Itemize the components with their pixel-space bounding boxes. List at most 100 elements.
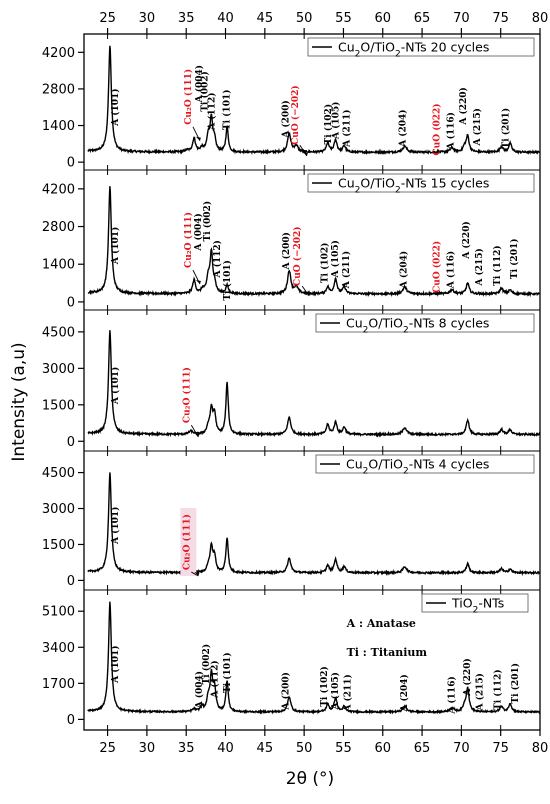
x-tick-label-bottom: 40 — [217, 741, 234, 756]
label-arrowhead — [195, 280, 201, 284]
legend-box — [307, 37, 535, 57]
peak-label: A (101) — [110, 227, 121, 265]
peak-label: Ti (201) — [509, 239, 520, 280]
x-tick-label-top: 50 — [296, 11, 313, 26]
peak-label: A (116) — [446, 676, 457, 714]
label-arrowhead — [194, 433, 200, 437]
label-arrowhead — [195, 136, 201, 141]
legend-part: -NTs 4 cycles — [409, 457, 490, 472]
legend-label: Cu2O/TiO2-NTs 8 cycles — [346, 316, 489, 336]
y-tick-label: 1500 — [42, 398, 75, 413]
legend-part: -NTs 8 cycles — [409, 316, 490, 331]
panel-5: 0 1700 3400 5100 TiO2-NTs A (101) A (004)Ti (0… — [42, 590, 541, 730]
peak-label: A (200) — [281, 232, 292, 270]
peak-label: A (204) — [399, 674, 410, 712]
peak-label: Ti (201) — [501, 108, 512, 149]
y-tick-label: 1700 — [42, 677, 75, 692]
y-tick-label: 4200 — [42, 46, 75, 61]
legend-subscript: 2 — [473, 606, 479, 616]
peak-label: Ti (002) — [201, 644, 212, 685]
x-tick-label-bottom: 30 — [139, 741, 156, 756]
peak-label: Ti (101) — [222, 652, 233, 693]
y-tick-label: 1400 — [42, 119, 75, 134]
y-tick-label: 0 — [67, 435, 75, 450]
legend-box — [315, 313, 535, 333]
peak-label: A (004) — [194, 671, 205, 709]
peak-label: A (215) — [474, 248, 485, 286]
x-tick-label-bottom: 75 — [492, 741, 509, 756]
legend-box — [421, 593, 529, 613]
legend-part: Cu — [338, 176, 355, 191]
xrd-trace — [87, 45, 541, 156]
copper-peak-label: Cu₂O (111) — [183, 69, 194, 125]
y-tick-label: 4200 — [42, 182, 75, 197]
x-tick-label-top: 70 — [453, 11, 470, 26]
axes-layer: 25 25 30 30 35 35 40 40 45 45 50 50 55 55 60 60 65 65 70 70… — [83, 11, 549, 756]
peak-label: A (116) — [446, 112, 457, 150]
legend-part: Cu — [346, 316, 363, 331]
legend-part: Cu — [346, 457, 363, 472]
x-tick-label-top: 45 — [257, 11, 274, 26]
legend-subscript: 2 — [395, 50, 401, 60]
peak-label: A (220) — [458, 87, 469, 125]
peak-label: A (105) — [330, 672, 341, 710]
legend-part: -NTs 20 cycles — [401, 40, 490, 55]
legend-subscript: 2 — [403, 326, 409, 336]
y-tick-label: 0 — [67, 574, 75, 589]
peak-label: A (211) — [341, 251, 352, 289]
peak-label: Ti (101) — [221, 90, 232, 131]
legend-box — [307, 173, 535, 193]
legend-subscript: 2 — [363, 326, 369, 336]
x-tick-label-bottom: 55 — [335, 741, 352, 756]
copper-peak-label: CuO (022) — [431, 241, 442, 293]
peak-label: A (211) — [343, 674, 354, 712]
copper-peak-label: CuO (−202) — [290, 85, 301, 145]
y-tick-label: 1500 — [42, 538, 75, 553]
label-arrowhead — [302, 152, 308, 156]
x-tick-label-bottom: 50 — [296, 741, 313, 756]
y-tick-label: 3000 — [42, 362, 75, 377]
legend-subscript: 2 — [355, 186, 361, 196]
x-tick-label-bottom: 65 — [414, 741, 431, 756]
peak-label: A (112) — [212, 240, 223, 278]
x-tick-label-top: 65 — [414, 11, 431, 26]
copper-peak-label: Cu₂O (111) — [181, 367, 192, 423]
legend-part: O/TiO — [368, 457, 403, 472]
x-tick-label-bottom: 60 — [374, 741, 391, 756]
legend-label: Cu2O/TiO2-NTs 4 cycles — [346, 457, 489, 477]
peak-label: Ti (002) — [199, 71, 210, 112]
peak-label: A (004) — [193, 213, 204, 251]
legend-part: TiO — [451, 596, 473, 611]
xrd-trace — [87, 472, 541, 577]
x-tick-label-top: 55 — [335, 11, 352, 26]
x-tick-label-top: 40 — [217, 11, 234, 26]
peak-label: A (204) — [398, 109, 409, 147]
peak-label: A (101) — [110, 367, 121, 405]
plot-frame — [83, 33, 541, 731]
x-tick-label-top: 80 — [532, 11, 549, 26]
x-tick-label-bottom: 70 — [453, 741, 470, 756]
peak-label: Ti (002) — [202, 201, 213, 242]
legend-part: O/TiO — [368, 316, 403, 331]
peak-label: A (101) — [110, 507, 121, 545]
peak-label: A (112) — [207, 92, 218, 130]
legend-part: -NTs 15 cycles — [401, 176, 490, 191]
peak-label: A (220) — [461, 221, 472, 259]
x-tick-label-bottom: 80 — [532, 741, 549, 756]
y-tick-label: 5100 — [42, 605, 75, 620]
label-arrowhead — [194, 572, 200, 576]
peak-label: A (215) — [475, 673, 486, 711]
x-tick-label-bottom: 35 — [178, 741, 195, 756]
y-tick-label: 0 — [67, 156, 75, 171]
y-tick-label: 3400 — [42, 641, 75, 656]
peak-label: A (105) — [330, 240, 341, 278]
copper-peak-label: CuO (022) — [431, 104, 442, 156]
copper-peak-label: CuO (−202) — [292, 226, 303, 286]
peak-label: A (200) — [280, 672, 291, 710]
legend-subscript: 2 — [403, 467, 409, 477]
legend-label: Cu2O/TiO2-NTs 15 cycles — [338, 176, 489, 196]
